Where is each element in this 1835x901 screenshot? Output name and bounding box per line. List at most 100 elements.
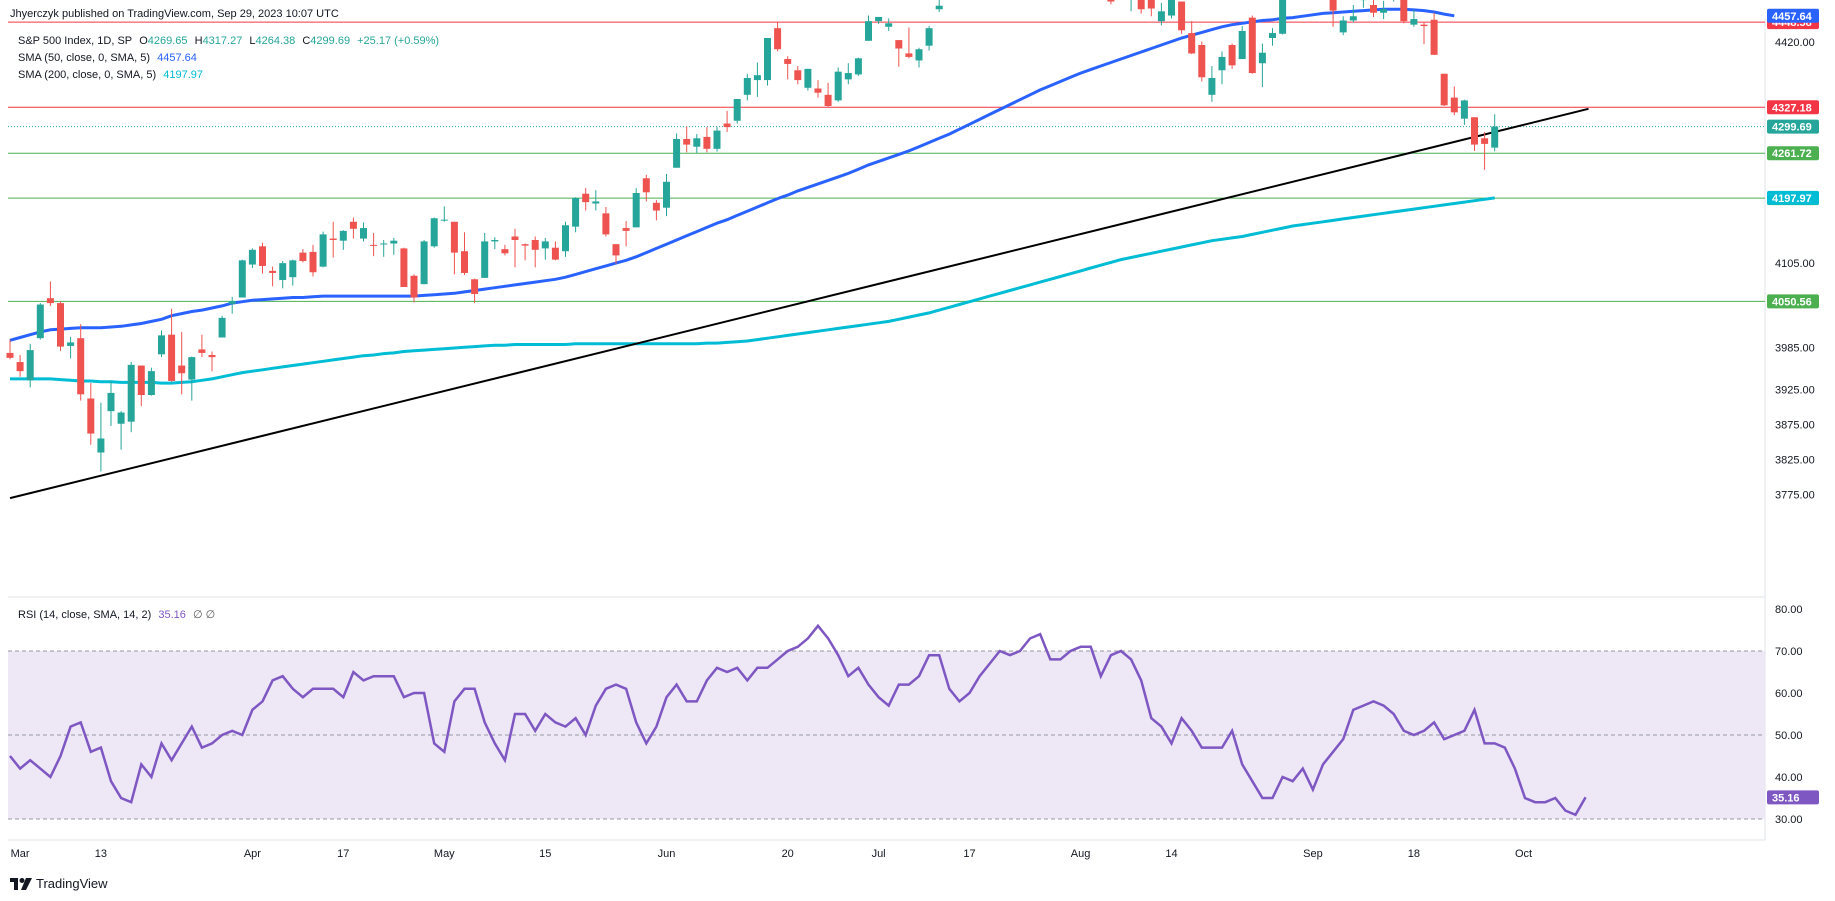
candle	[491, 237, 499, 250]
candle-body	[925, 28, 933, 46]
sma200-legend[interactable]: SMA (200, close, 0, SMA, 5) 4197.97	[18, 69, 207, 81]
tradingview-logo-icon	[10, 877, 32, 890]
candle	[339, 230, 347, 250]
rsi-legend[interactable]: RSI (14, close, SMA, 14, 2) 35.16 ∅ ∅	[18, 608, 219, 621]
candle-body	[420, 241, 428, 285]
ohlc-close-label: C	[302, 35, 311, 47]
publish-header: Jhyerczyk published on TradingView.com, …	[10, 8, 339, 20]
candle-body	[279, 263, 287, 280]
candle-body	[471, 279, 479, 294]
candle	[450, 221, 458, 275]
rsi-label: RSI (14, close, SMA, 14, 2)	[18, 609, 152, 621]
candle	[319, 231, 327, 268]
last-price-badge: 4299.69	[1772, 122, 1812, 134]
candle-body	[400, 248, 408, 287]
candle	[228, 296, 236, 314]
candle-body	[1420, 24, 1428, 27]
rsi-tick-label: 80.00	[1775, 604, 1803, 616]
candle-body	[1491, 126, 1499, 148]
price-tick-label: 4420.00	[1775, 37, 1815, 49]
candle	[642, 174, 650, 202]
candle	[77, 324, 85, 401]
candle-body	[885, 23, 893, 27]
rsi-tick-label: 60.00	[1775, 688, 1803, 700]
ohlc-close-value: 4299.69	[310, 35, 351, 47]
candle-body	[602, 213, 610, 235]
candle-body	[1410, 19, 1418, 25]
candle	[652, 200, 660, 221]
candle	[895, 40, 903, 67]
candle	[1147, 0, 1155, 17]
candle-body	[895, 40, 903, 49]
candle	[1137, 0, 1145, 14]
candle	[380, 239, 388, 257]
candle	[16, 355, 24, 377]
candle-body	[188, 357, 196, 380]
candle-body	[1218, 56, 1226, 71]
candle-body	[269, 270, 277, 273]
candle	[723, 110, 731, 132]
tradingview-brand: TradingView	[36, 876, 108, 891]
candle-body	[299, 252, 307, 262]
ohlc-high: H4317.27	[195, 35, 243, 47]
ohlc-low-value: 4264.38	[255, 35, 296, 47]
candle	[663, 174, 670, 217]
sma200-badge: 4197.97	[1772, 193, 1812, 205]
candle-body	[865, 21, 872, 41]
candle	[440, 206, 448, 222]
candle-body	[511, 236, 519, 240]
candle	[46, 281, 54, 306]
ohlc-open-value: 4269.65	[147, 35, 188, 47]
candle-body	[1329, 0, 1337, 11]
candle	[461, 232, 468, 276]
candle-body	[77, 338, 85, 395]
candle	[764, 37, 771, 86]
time-tick-label: 13	[95, 848, 107, 860]
candle-body	[1430, 19, 1438, 55]
sma200-label: SMA (200, close, 0, SMA, 5)	[18, 69, 157, 81]
candle	[420, 239, 428, 285]
candle-body	[1339, 20, 1347, 33]
candle-body	[430, 218, 438, 247]
candle	[834, 67, 842, 102]
candle	[1279, 0, 1287, 35]
candle	[1410, 9, 1418, 27]
rsi-extra: ∅ ∅	[192, 609, 216, 621]
time-tick-label: Jul	[872, 848, 886, 860]
candle-body	[733, 99, 741, 121]
candle	[147, 367, 155, 396]
candle-body	[137, 365, 145, 396]
candle	[1460, 99, 1468, 125]
candle-body	[915, 49, 923, 61]
ohlc-open: O4269.65	[139, 35, 187, 47]
symbol-label[interactable]: S&P 500 Index, 1D, SP	[18, 35, 133, 47]
price-tick-label: 3825.00	[1775, 455, 1815, 467]
time-tick-label: Apr	[244, 848, 261, 860]
candle-body	[824, 94, 832, 107]
candle	[67, 336, 75, 359]
time-tick-label: Aug	[1071, 848, 1091, 860]
candle-body	[844, 73, 852, 80]
candle-body	[1460, 100, 1468, 119]
candle-body	[1147, 0, 1155, 9]
candle	[592, 190, 600, 211]
candle-body	[1279, 0, 1287, 34]
candle	[279, 261, 287, 289]
candle-body	[481, 241, 489, 278]
candle	[703, 127, 711, 153]
candle-body	[1471, 117, 1478, 145]
candle-body	[16, 362, 24, 372]
candle	[168, 308, 176, 382]
tradingview-footer[interactable]: TradingView	[10, 876, 108, 891]
candle-body	[6, 352, 14, 358]
candle	[158, 330, 165, 358]
candle	[6, 339, 14, 360]
candle	[309, 244, 317, 277]
candle	[693, 134, 701, 154]
candle	[541, 237, 549, 260]
candle-body	[854, 58, 862, 75]
sma50-legend[interactable]: SMA (50, close, 0, SMA, 5) 4457.64	[18, 52, 201, 64]
candle-body	[1137, 0, 1145, 10]
candle	[390, 237, 398, 255]
candle-body	[935, 5, 943, 10]
